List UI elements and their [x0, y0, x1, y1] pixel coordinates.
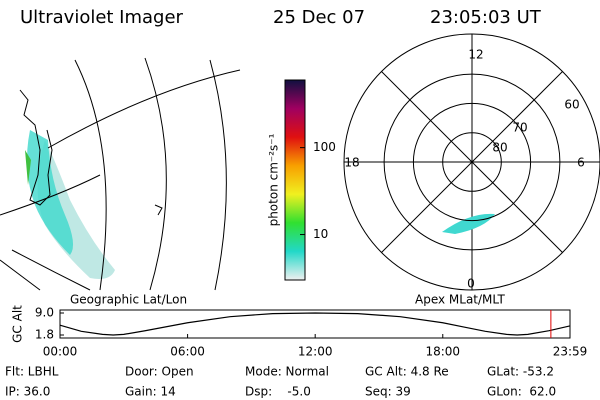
- date: 25 Dec 07: [273, 7, 365, 28]
- mlt-label: 0: [467, 277, 475, 291]
- status-field: GLat: -53.2: [487, 365, 554, 379]
- colorbar-tick-label: 10: [313, 227, 328, 241]
- status-field: Mode: Normal: [245, 365, 329, 379]
- latitude-ring: [383, 73, 561, 251]
- colorbar-tick-label: 100: [313, 140, 336, 154]
- x-tick-label: 23:59: [553, 345, 588, 359]
- y-axis-label: GC Alt: [11, 305, 25, 343]
- mlt-label: 12: [468, 48, 483, 62]
- status-field: Door: Open: [125, 365, 194, 379]
- y-tick-label: 1.8: [35, 328, 54, 342]
- colorbar-fill: [284, 79, 306, 281]
- colorbar: 10 100: [284, 79, 336, 281]
- altitude-frame: [59, 309, 571, 339]
- title: Ultraviolet Imager: [20, 7, 184, 28]
- x-tick-label: 18:00: [425, 345, 460, 359]
- status-field: Gain: 14: [125, 385, 176, 399]
- status-field: IP: 36.0: [5, 385, 50, 399]
- status-field: GLon: 62.0: [487, 385, 556, 399]
- latitude-label: 80: [492, 141, 507, 155]
- time: 23:05:03 UT: [430, 7, 542, 28]
- latitude-ring: [442, 132, 502, 192]
- mlt-label: 6: [577, 156, 585, 170]
- status-footer: Flt: LBHL Door: Open Mode: Normal GC Alt: 4…: [5, 365, 556, 399]
- map-panel: [0, 57, 241, 291]
- x-tick-label: 06:00: [170, 345, 205, 359]
- status-field: GC Alt: 4.8 Re: [365, 365, 449, 379]
- status-field: Flt: LBHL: [5, 365, 59, 379]
- status-field: Seq: 39: [365, 385, 411, 399]
- y-tick-label: 9.0: [35, 306, 54, 320]
- latitude-label: 70: [512, 121, 527, 135]
- colorbar-label: photon cm⁻²s⁻¹: [267, 133, 281, 226]
- mlt-label: 18: [344, 156, 359, 170]
- latitude-ring: [412, 102, 532, 222]
- altitude-line: [59, 312, 571, 336]
- map-label: Geographic Lat/Lon: [70, 293, 187, 307]
- x-tick-label: 00:00: [43, 345, 78, 359]
- polar-label: Apex MLat/MLT: [415, 293, 505, 307]
- polar-plot: [343, 33, 600, 291]
- status-field: Dsp: -5.0: [245, 385, 311, 399]
- x-tick-label: 12:00: [298, 345, 333, 359]
- latitude-label: 60: [564, 98, 579, 112]
